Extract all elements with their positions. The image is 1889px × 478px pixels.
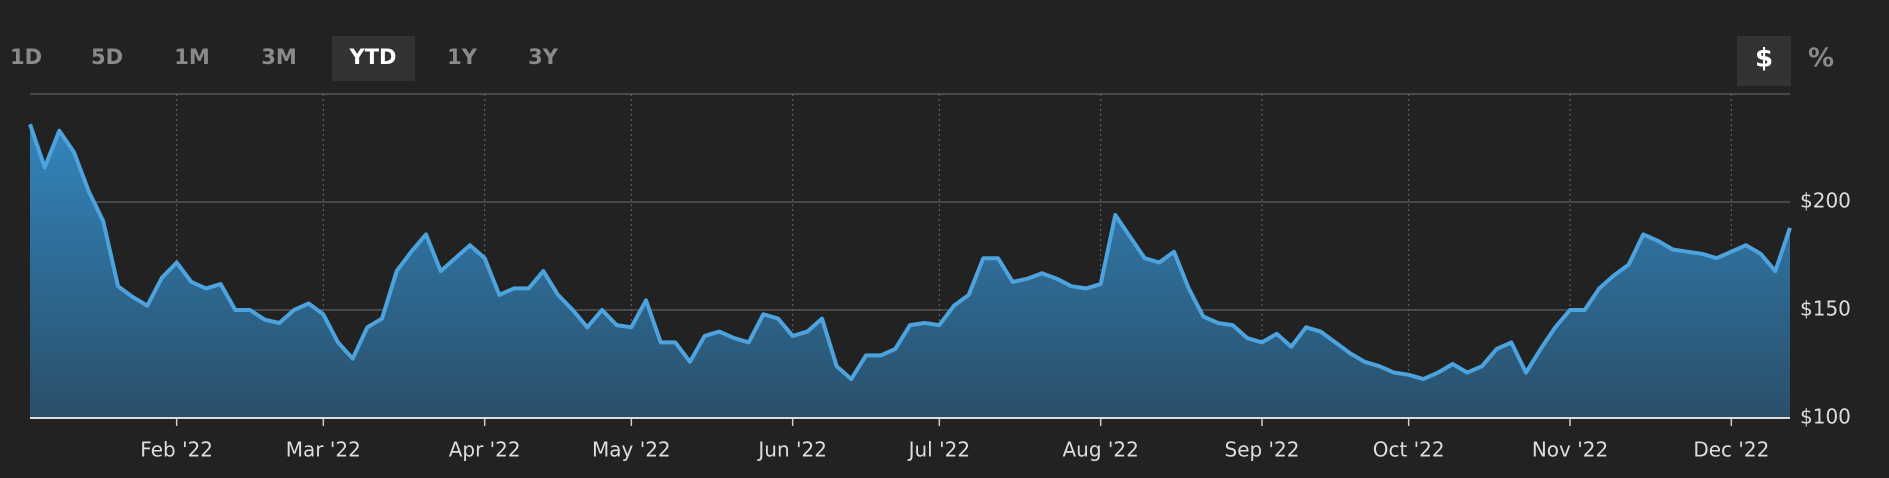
range-button[interactable]: 1D [10,45,42,69]
x-tick-label: Feb '22 [140,438,213,462]
x-tick-label: Mar '22 [286,438,361,462]
range-button[interactable]: YTD [349,45,397,69]
range-button[interactable]: 5D [91,45,123,69]
unit-button[interactable]: % [1808,44,1834,74]
unit-button[interactable]: $ [1755,44,1773,74]
range-button[interactable]: 3M [261,45,297,69]
x-tick-label: Dec '22 [1693,438,1769,462]
range-button[interactable]: 3Y [528,45,559,69]
x-tick-label: Jun '22 [756,438,827,462]
price-line [28,123,1792,382]
price-area [30,124,1790,418]
active-unit-highlight [1737,36,1791,86]
active-range-highlight [332,36,415,81]
x-tick-label: Nov '22 [1532,438,1608,462]
x-tick-label: Aug '22 [1062,438,1138,462]
y-tick-label: $200 [1800,189,1851,213]
x-tick-label: Apr '22 [449,438,521,462]
x-tick-label: May '22 [592,438,671,462]
x-tick-label: Oct '22 [1373,438,1445,462]
y-tick-label: $100 [1800,405,1851,429]
range-button[interactable]: 1Y [447,45,478,69]
range-button[interactable]: 1M [174,45,210,69]
y-tick-label: $150 [1800,297,1851,321]
x-tick-label: Jul '22 [907,438,970,462]
x-tick-label: Sep '22 [1225,438,1300,462]
